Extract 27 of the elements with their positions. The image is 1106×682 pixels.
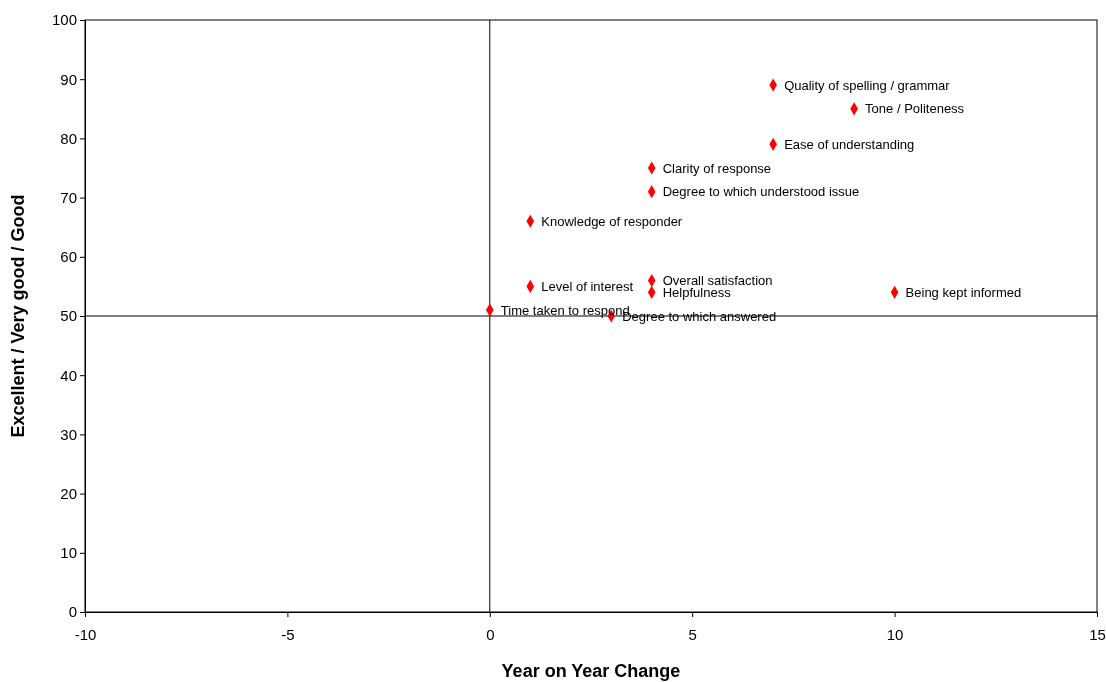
- y-tick-label: 0: [68, 603, 77, 621]
- annotation: Tone / Politeness: [865, 101, 965, 117]
- x-axis-title: Year on Year Change: [501, 661, 681, 681]
- x-tick-label: 15: [1089, 625, 1106, 643]
- y-tick-label: 40: [60, 366, 77, 384]
- y-tick-label: 80: [60, 129, 77, 147]
- x-tick-label: 10: [886, 625, 904, 643]
- y-tick-label: 30: [60, 425, 77, 443]
- x-tick-label: -10: [74, 625, 97, 643]
- x-tick-label: 0: [486, 625, 495, 643]
- y-axis-title: Excellent / Very good / Good: [8, 194, 28, 438]
- annotation: Knowledge of responder: [541, 213, 683, 229]
- annotation: Level of interest: [541, 278, 634, 294]
- annotation: Ease of understanding: [784, 136, 915, 152]
- y-tick-label: 10: [60, 544, 77, 562]
- annotation: Clarity of response: [662, 160, 772, 176]
- y-tick-label: 60: [60, 248, 77, 266]
- x-tick-label: 5: [688, 625, 697, 643]
- y-tick-label: 90: [60, 70, 77, 88]
- y-tick-label: 50: [60, 307, 77, 325]
- annotation: Quality of spelling / grammar: [784, 77, 951, 93]
- annotation: Being kept informed: [905, 284, 1022, 300]
- annotation: Degree to which understood issue: [662, 184, 860, 200]
- y-tick-label: 20: [60, 484, 77, 502]
- y-tick-label: 100: [51, 11, 77, 29]
- y-tick-label: 70: [60, 188, 77, 206]
- x-tick-label: -5: [281, 625, 295, 643]
